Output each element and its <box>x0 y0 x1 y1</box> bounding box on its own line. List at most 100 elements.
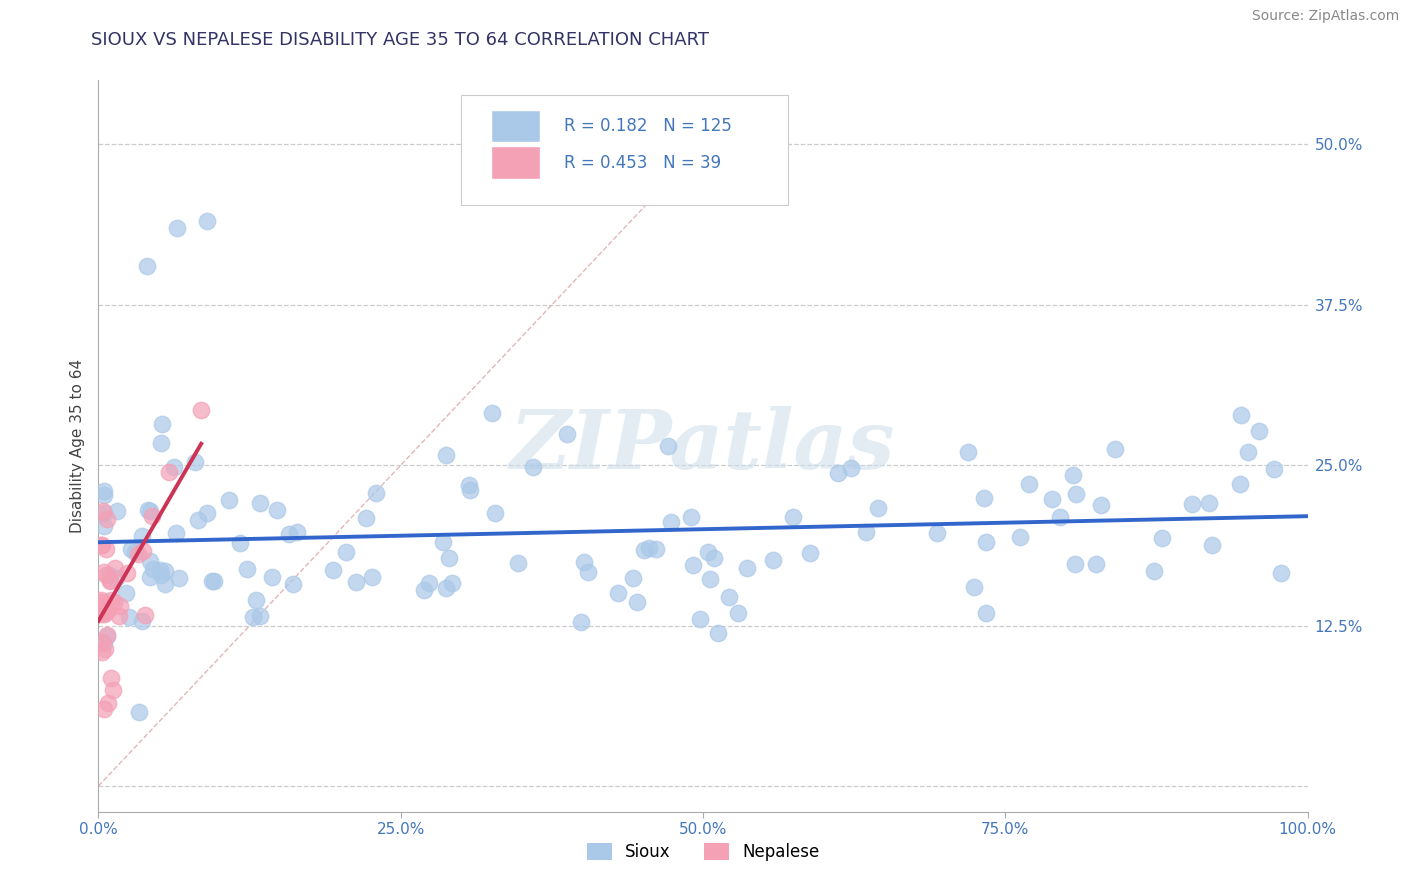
Point <box>97 603 120 617</box>
Point <box>866 501 889 516</box>
Point <box>89 599 111 613</box>
Point <box>657 439 679 453</box>
Point <box>90 592 112 607</box>
Point <box>93 484 115 499</box>
Legend: Sioux, Nepalese: Sioux, Nepalese <box>578 834 828 869</box>
Point <box>96 512 118 526</box>
Point <box>782 509 804 524</box>
Point <box>1198 496 1220 510</box>
Point <box>93 607 115 622</box>
Point <box>344 574 367 589</box>
Point <box>94 641 117 656</box>
Point <box>100 671 122 685</box>
Point <box>98 574 121 588</box>
Point <box>1152 531 1174 545</box>
Point <box>131 529 153 543</box>
Point <box>262 569 284 583</box>
Point <box>283 576 305 591</box>
Point <box>925 526 948 541</box>
Point <box>1104 442 1126 457</box>
Point <box>973 491 995 506</box>
Point <box>1090 498 1112 512</box>
Point <box>90 634 112 648</box>
Point <box>100 592 122 607</box>
Point <box>190 403 212 417</box>
Point <box>718 590 741 604</box>
Point <box>626 595 648 609</box>
Point <box>93 487 115 501</box>
Point <box>91 503 114 517</box>
Point <box>437 551 460 566</box>
Point <box>1181 497 1204 511</box>
Text: Source: ZipAtlas.com: Source: ZipAtlas.com <box>1251 9 1399 23</box>
Point <box>108 599 131 614</box>
Point <box>218 492 240 507</box>
Point <box>1040 492 1063 507</box>
Bar <box>492 110 540 143</box>
Point <box>202 574 225 588</box>
Point <box>153 577 176 591</box>
Point <box>572 555 595 569</box>
Point <box>576 565 599 579</box>
Point <box>242 610 264 624</box>
Point <box>322 563 344 577</box>
Point <box>621 571 644 585</box>
Point <box>93 702 115 716</box>
FancyBboxPatch shape <box>461 95 787 204</box>
Point <box>124 544 146 558</box>
Point <box>799 546 821 560</box>
Point <box>607 586 630 600</box>
Point <box>1062 467 1084 482</box>
Point <box>434 448 457 462</box>
Point <box>138 504 160 518</box>
Point <box>1201 538 1223 552</box>
Point <box>101 682 124 697</box>
Bar <box>492 146 540 179</box>
Point <box>1229 476 1251 491</box>
Point <box>94 598 117 612</box>
Point <box>974 606 997 620</box>
Point <box>148 563 170 577</box>
Point <box>1237 444 1260 458</box>
Point <box>91 644 114 658</box>
Point <box>481 406 503 420</box>
Point <box>484 506 506 520</box>
Point <box>107 504 129 518</box>
Point <box>1066 486 1088 500</box>
Point <box>1049 510 1071 524</box>
Point <box>266 503 288 517</box>
Y-axis label: Disability Age 35 to 64: Disability Age 35 to 64 <box>70 359 86 533</box>
Point <box>1230 409 1253 423</box>
Point <box>696 544 718 558</box>
Point <box>195 214 218 228</box>
Point <box>974 534 997 549</box>
Point <box>1247 424 1270 438</box>
Point <box>957 445 980 459</box>
Point <box>134 607 156 622</box>
Text: ZIPatlas: ZIPatlas <box>510 406 896 486</box>
Point <box>197 507 219 521</box>
Point <box>96 628 118 642</box>
Point <box>285 525 308 540</box>
Point <box>90 538 112 552</box>
Point <box>94 541 117 556</box>
Point <box>963 580 986 594</box>
Point <box>187 513 209 527</box>
Point <box>432 534 454 549</box>
Point <box>506 556 529 570</box>
Point <box>149 435 172 450</box>
Point <box>277 526 299 541</box>
Point <box>689 612 711 626</box>
Point <box>90 595 112 609</box>
Point <box>418 576 440 591</box>
Point <box>354 511 377 525</box>
Text: SIOUX VS NEPALESE DISABILITY AGE 35 TO 64 CORRELATION CHART: SIOUX VS NEPALESE DISABILITY AGE 35 TO 6… <box>91 31 710 49</box>
Point <box>361 570 384 584</box>
Point <box>103 595 125 609</box>
Point <box>1263 462 1285 476</box>
Point <box>93 565 115 579</box>
Point <box>135 260 157 274</box>
Point <box>659 515 682 529</box>
Point <box>118 609 141 624</box>
Point <box>229 536 252 550</box>
